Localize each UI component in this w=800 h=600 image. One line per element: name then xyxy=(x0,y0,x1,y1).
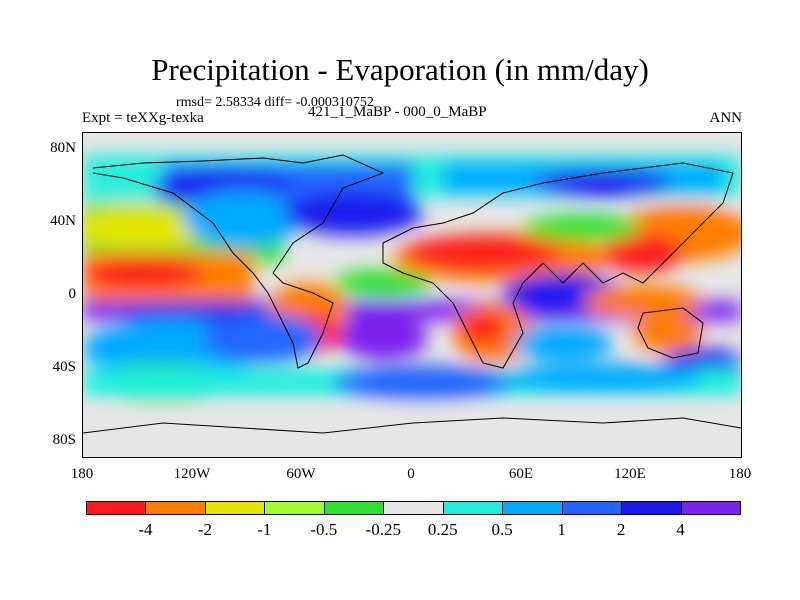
lon-label-180w: 180 xyxy=(70,466,94,482)
lon-label-120e: 120E xyxy=(614,466,646,482)
colorbar-swatch xyxy=(323,501,385,515)
lon-label-180e: 180 xyxy=(728,466,752,482)
colorbar-label: -4 xyxy=(138,520,153,539)
colorbar-label: -1 xyxy=(257,520,272,539)
colorbar-swatch xyxy=(621,501,682,515)
colorbar-label: -2 xyxy=(197,520,212,539)
lon-label-60e: 60E xyxy=(508,466,534,482)
lat-label-80s: 80S xyxy=(52,432,76,448)
colorbar-swatch xyxy=(383,501,444,515)
lon-label-120w: 120W xyxy=(173,466,211,482)
map-panel xyxy=(82,132,742,458)
lon-label-60w: 60W xyxy=(286,466,316,482)
colorbar-swatch xyxy=(442,501,504,515)
colorbar-label: -0.25 xyxy=(365,520,401,539)
season-label: ANN xyxy=(709,110,743,126)
case-label: 421_1_MaBP - 000_0_MaBP xyxy=(308,104,487,120)
lon-label-0: 0 xyxy=(407,466,415,482)
colorbar-swatch xyxy=(680,501,741,515)
colorbar-swatch xyxy=(264,501,325,515)
colorbar-swatch xyxy=(561,501,623,515)
colorbar-label: 0.5 xyxy=(491,520,513,539)
colorbar-label: -0.5 xyxy=(310,520,338,539)
colorbar-label: 1 xyxy=(557,520,566,539)
lat-label-40s: 40S xyxy=(52,359,76,375)
colorbar-label: 4 xyxy=(676,520,685,539)
colorbar-swatch xyxy=(204,501,266,515)
lat-label-0: 0 xyxy=(68,286,77,302)
stats-text: rmsd= 2.58334 diff= -0.000310752 xyxy=(176,95,374,110)
colorbar-label: 0.25 xyxy=(427,520,458,539)
lat-label-80n: 80N xyxy=(50,140,76,156)
lat-label-40n: 40N xyxy=(50,213,76,229)
experiment-label: Expt = teXXg-texka xyxy=(82,110,204,126)
precip-evap-field-map xyxy=(83,133,741,457)
plot-title: Precipitation - Evaporation (in mm/day) xyxy=(151,52,649,87)
colorbar-swatch xyxy=(86,501,147,515)
colorbar-swatch xyxy=(502,501,563,515)
colorbar-swatch xyxy=(145,501,206,515)
colorbar-label: 2 xyxy=(616,520,626,539)
